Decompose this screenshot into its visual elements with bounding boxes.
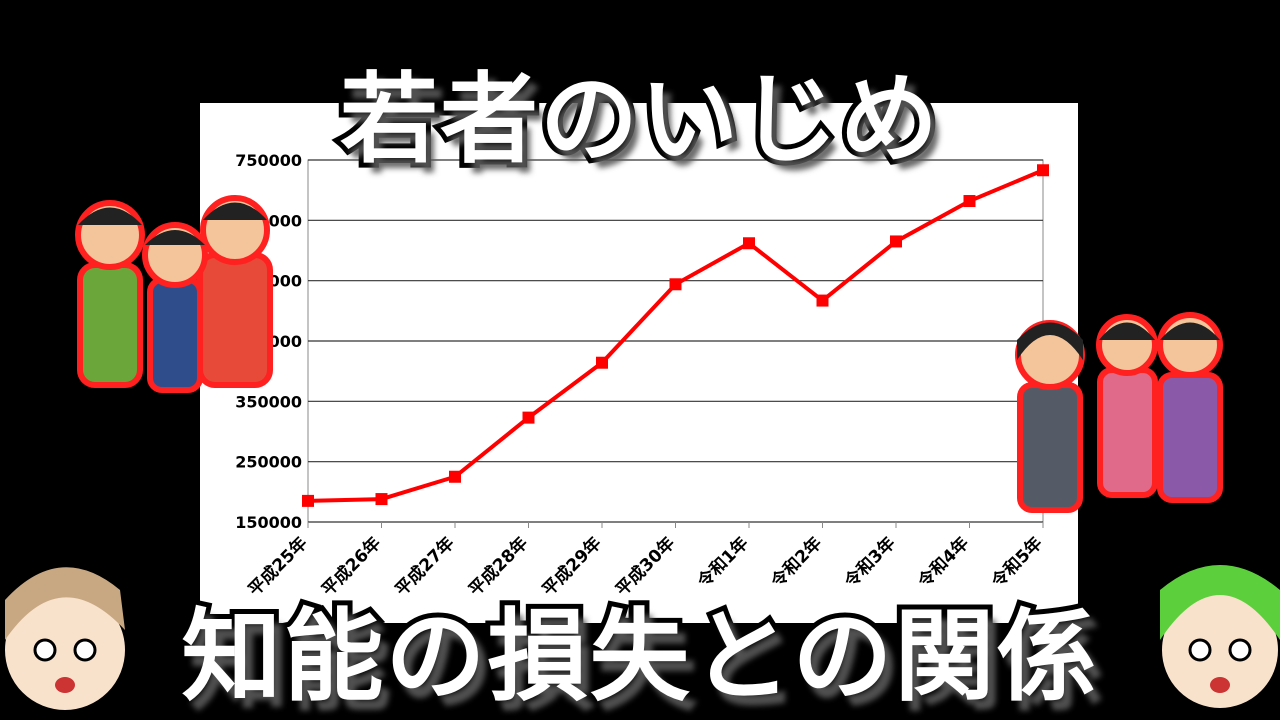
title-top: 若者のいじめ — [335, 58, 943, 182]
data-point — [449, 470, 461, 483]
y-tick-label: 750000 — [235, 151, 302, 170]
y-tick-label: 350000 — [235, 392, 302, 411]
title-bottom: 知能の損失との関係 — [177, 593, 1102, 720]
y-tick-label: 150000 — [235, 513, 302, 532]
data-point — [743, 237, 755, 250]
data-point — [816, 294, 829, 307]
data-point — [375, 493, 388, 506]
data-point — [302, 494, 314, 507]
data-point — [522, 411, 535, 424]
shocked-green-character-right — [1158, 565, 1280, 712]
bullying-group-illustration — [75, 195, 273, 393]
crying-girl-gossip-illustration — [1015, 312, 1223, 513]
data-point — [890, 235, 902, 248]
data-point — [1037, 164, 1049, 177]
shocked-character-left — [1, 567, 129, 714]
y-tick-label: 250000 — [235, 453, 302, 472]
data-point — [669, 278, 682, 291]
data-point — [596, 356, 608, 369]
data-point — [963, 195, 976, 208]
